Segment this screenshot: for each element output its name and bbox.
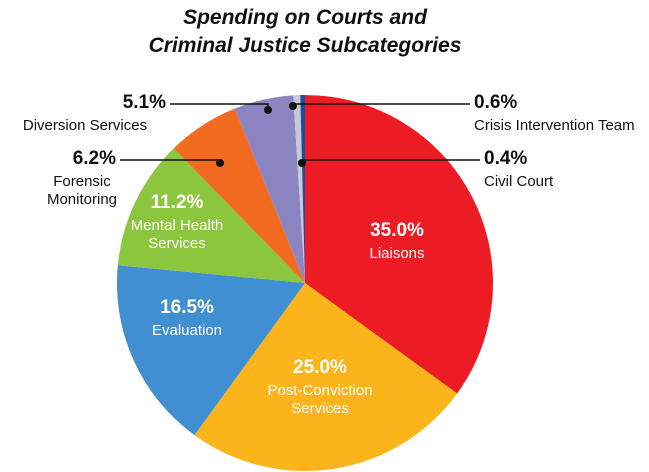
value-label: 0.6% xyxy=(474,92,518,113)
pie-slice xyxy=(194,283,458,471)
category-label: Post-Conviction Services xyxy=(267,382,373,417)
category-label: Forensic Monitoring xyxy=(46,173,118,208)
chart-title: Criminal Justice Subcategories xyxy=(148,34,462,57)
pie-slice xyxy=(300,95,305,283)
category-label: Mental Health Services xyxy=(130,217,224,252)
category-label: Liaisons xyxy=(369,245,425,262)
leader-dot xyxy=(264,106,272,114)
value-label: 0.4% xyxy=(484,148,528,169)
pie-slice xyxy=(234,95,305,283)
value-label: 11.2% xyxy=(150,192,204,213)
leader-dot xyxy=(216,159,224,167)
value-label: 25.0% xyxy=(293,357,347,378)
value-label: 5.1% xyxy=(122,92,166,113)
pie-slice xyxy=(293,95,305,283)
category-label: Evaluation xyxy=(151,322,223,339)
pie-slice xyxy=(117,148,305,283)
value-label: 16.5% xyxy=(160,297,214,318)
pie-slice xyxy=(305,95,493,394)
pie-slice xyxy=(117,265,305,436)
leader-dot xyxy=(289,102,297,110)
value-label: 6.2% xyxy=(72,148,116,169)
category-label: Civil Court xyxy=(484,173,554,190)
chart-title: Spending on Courts and xyxy=(183,6,427,29)
pie-slice xyxy=(173,108,305,283)
leader-dot xyxy=(298,159,306,167)
category-label: Crisis Intervention Team xyxy=(474,117,635,134)
category-label: Diversion Services xyxy=(22,117,148,134)
value-label: 35.0% xyxy=(370,220,424,241)
